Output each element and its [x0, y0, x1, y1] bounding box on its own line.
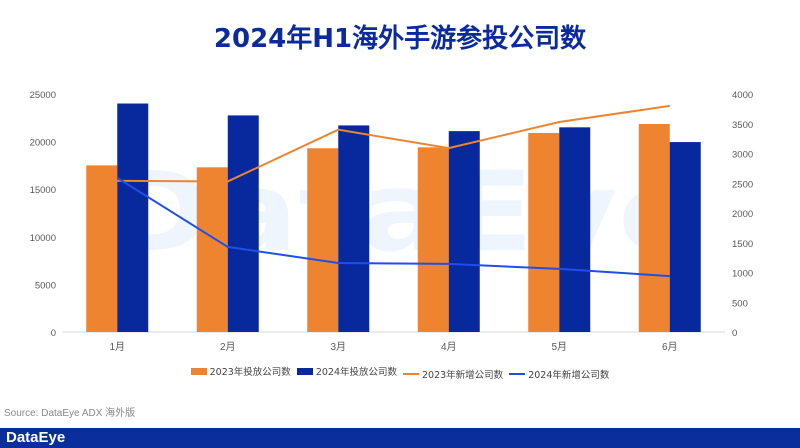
- bar-2024-6月: [669, 142, 701, 332]
- legend-item: 2023年投放公司数: [190, 364, 291, 378]
- right-tick-label: 4000: [732, 90, 753, 101]
- left-tick-label: 15000: [30, 185, 56, 196]
- left-tick-label: 25000: [30, 90, 56, 101]
- bar-2023-6月: [638, 123, 670, 332]
- right-tick-label: 0: [732, 328, 737, 339]
- legend: 2023年投放公司数 2024年投放公司数 2023年新增公司数 2024年新增公司数: [0, 364, 800, 381]
- bar-2023-1月: [86, 165, 118, 332]
- bar-2023-2月: [196, 167, 228, 332]
- x-tick-label: 6月: [662, 341, 678, 353]
- left-tick-label: 5000: [35, 280, 56, 291]
- legend-swatch: [296, 367, 313, 375]
- x-tick-label: 5月: [551, 341, 567, 353]
- right-tick-label: 3000: [732, 150, 753, 161]
- bar-2023-5月: [528, 133, 560, 332]
- bar-2024-1月: [117, 103, 149, 333]
- right-tick-label: 2500: [732, 179, 753, 190]
- left-tick-label: 20000: [30, 138, 56, 149]
- brand-logo: DataEye: [6, 429, 66, 446]
- bar-2024-2月: [227, 115, 259, 332]
- left-tick-label: 0: [51, 328, 56, 339]
- chart-title: 2024年H1海外手游参投公司数: [213, 24, 587, 54]
- legend-item: 2024年投放公司数: [296, 364, 397, 378]
- x-tick-label: 2月: [220, 341, 236, 353]
- line-2023年新增公司数: [117, 104, 670, 183]
- bar-2024-4月: [448, 131, 480, 332]
- legend-item: 2024年新增公司数: [509, 367, 609, 381]
- x-tick-label: 4月: [441, 341, 457, 353]
- bar-2023-3月: [307, 148, 339, 332]
- legend-swatch: [509, 372, 526, 375]
- right-tick-label: 500: [732, 298, 748, 309]
- x-tick-label: 1月: [109, 341, 125, 353]
- right-tick-label: 1000: [732, 269, 753, 280]
- combo-chart: DataEye 0 5000 10000 15000 20000 25000 0 500 100…: [30, 90, 754, 353]
- right-tick-label: 2000: [732, 209, 753, 220]
- line-2024年新增公司数: [116, 177, 670, 278]
- source-note: Source: DataEye ADX 海外版: [4, 408, 136, 419]
- legend-label: 2024年投放公司数: [315, 367, 397, 378]
- bar-2024-5月: [559, 127, 591, 332]
- legend-swatch: [403, 372, 419, 375]
- legend-label: 2024年新增公司数: [528, 369, 610, 381]
- footer-bar: DataEye: [0, 428, 800, 448]
- watermark: DataEye: [105, 148, 705, 276]
- bar-2023-4月: [417, 147, 449, 332]
- legend-label: 2023年新增公司数: [422, 369, 504, 381]
- legend-item: 2023年新增公司数: [403, 367, 503, 381]
- left-tick-label: 10000: [30, 233, 56, 244]
- bar-2024-3月: [338, 125, 370, 332]
- right-tick-label: 1500: [732, 239, 753, 250]
- right-tick-label: 3500: [732, 120, 753, 131]
- legend-swatch: [190, 367, 207, 375]
- x-tick-label: 3月: [330, 341, 346, 353]
- legend-label: 2023年投放公司数: [209, 367, 291, 378]
